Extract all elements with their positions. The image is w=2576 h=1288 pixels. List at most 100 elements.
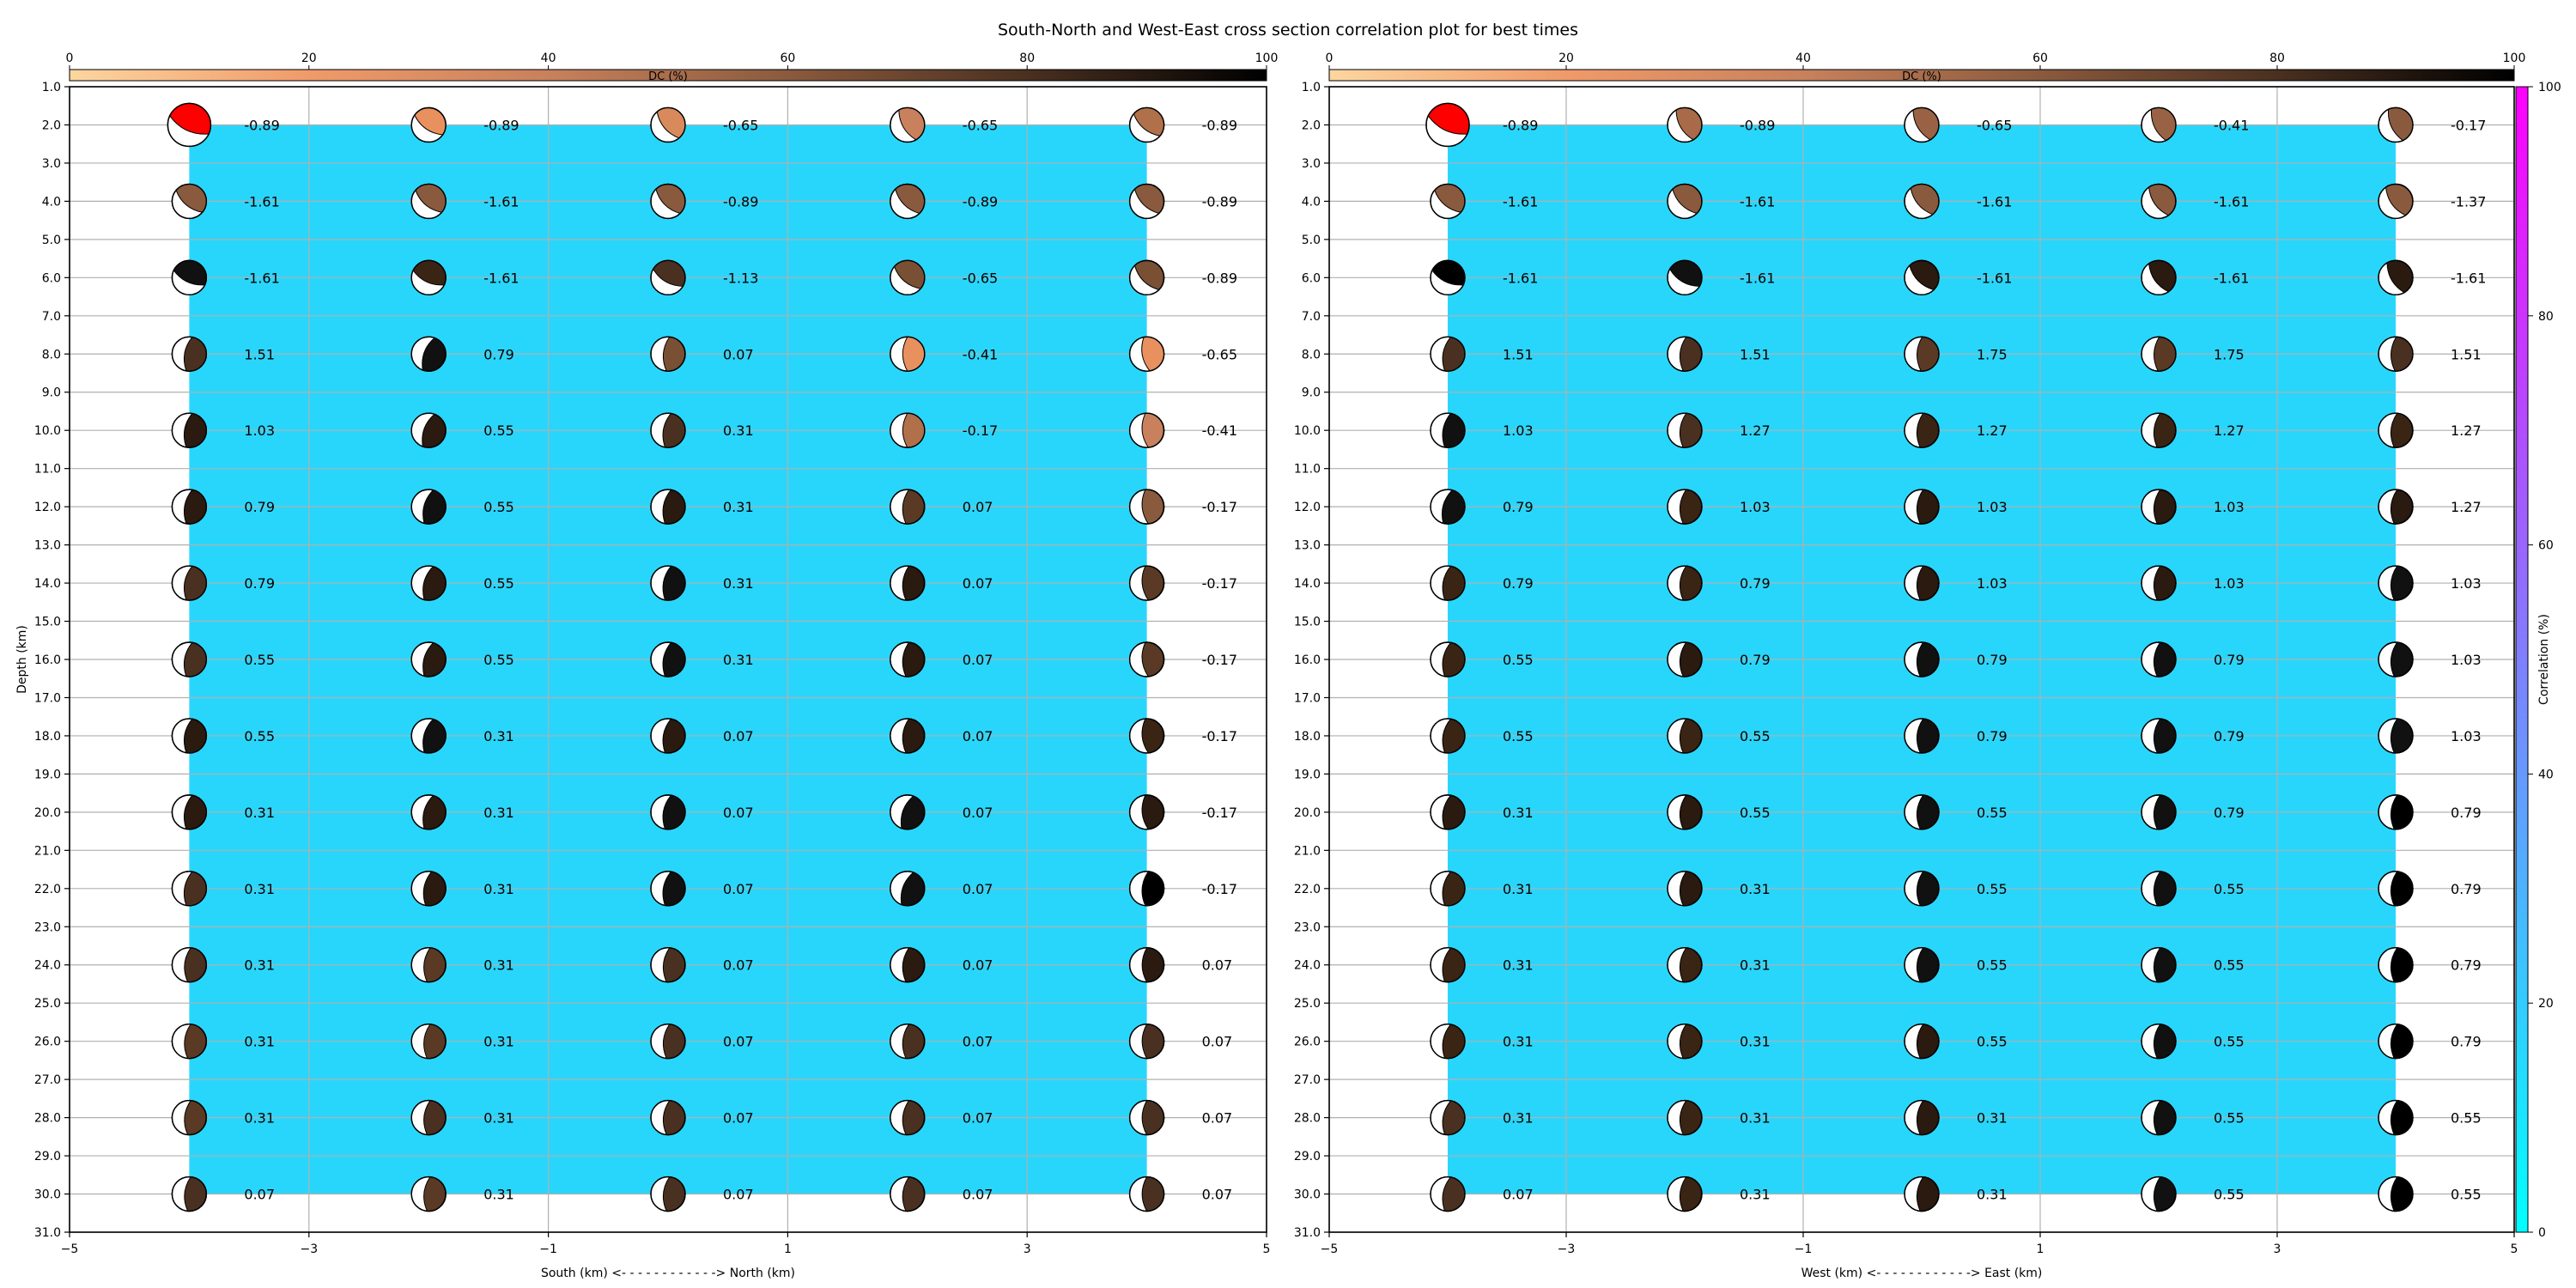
beachball-mechanism — [1904, 565, 1940, 601]
beachball-mechanism — [1904, 259, 1940, 296]
value-label: 0.79 — [2451, 805, 2482, 821]
beachball-rim — [890, 489, 926, 525]
value-label: 1.51 — [2451, 346, 2482, 362]
beachball-mechanism — [1128, 183, 1165, 220]
value-label: -0.65 — [1202, 346, 1237, 362]
value-label: 1.03 — [2451, 575, 2482, 592]
y-tick-label: 26.0 — [1294, 1036, 1321, 1049]
beachball-mechanism — [410, 259, 447, 296]
value-label: -1.61 — [1977, 193, 2012, 210]
beachball-rim — [2141, 1099, 2177, 1136]
beachball-rim — [650, 336, 686, 372]
value-label: -0.89 — [1503, 117, 1538, 133]
beachball-mechanism — [2141, 1023, 2177, 1060]
beachball-rim — [1904, 489, 1940, 525]
value-label: 0.31 — [723, 652, 754, 668]
value-label: 0.07 — [723, 1034, 754, 1050]
beachball-mechanism — [171, 565, 208, 601]
value-label: 0.55 — [2214, 1187, 2245, 1203]
y-tick-label: 13.0 — [34, 539, 61, 553]
value-label: 1.03 — [2451, 652, 2482, 668]
value-label: -0.89 — [483, 117, 519, 133]
dc-colorbar-1: 0 20 40 60 80 100 DC (%) — [66, 52, 1279, 83]
beachball-mechanism — [2141, 489, 2177, 525]
value-label: 0.79 — [1977, 652, 2008, 668]
value-label: 0.55 — [1977, 881, 2008, 897]
x-tick-label: −1 — [539, 1242, 557, 1256]
beachball-mechanism — [2378, 947, 2414, 983]
value-label: -0.65 — [963, 117, 998, 133]
beachball-mechanism — [2378, 641, 2414, 677]
beachball-mechanism — [890, 412, 926, 448]
value-label: 0.31 — [483, 881, 514, 897]
y-tick-label: 12.0 — [34, 501, 61, 514]
beachball-rim — [1430, 718, 1466, 754]
beachball-mechanism — [171, 794, 208, 830]
beachball-rim — [890, 106, 926, 143]
value-label: 0.55 — [2214, 1110, 2245, 1127]
value-label: 0.55 — [244, 728, 275, 744]
beachball-rim — [2378, 259, 2414, 296]
beachball-mechanism — [2141, 412, 2177, 448]
beachball-mechanism — [890, 565, 926, 601]
beachball-mechanism — [1128, 1176, 1165, 1212]
value-label: 0.79 — [2214, 652, 2245, 668]
value-label: 0.31 — [483, 728, 514, 744]
value-label: 0.79 — [2451, 957, 2482, 974]
value-label: 0.31 — [244, 1034, 275, 1050]
beachball-rim — [171, 1023, 208, 1060]
beachball-rim — [890, 947, 926, 983]
value-label: 0.07 — [963, 805, 993, 821]
value-label: 1.03 — [1977, 499, 2008, 515]
beachball-mechanism — [1904, 1176, 1940, 1212]
value-label: -1.61 — [483, 193, 519, 210]
beachball-rim — [1667, 1023, 1703, 1060]
value-label: 0.31 — [244, 881, 275, 897]
value-label: -1.61 — [2451, 270, 2486, 286]
beachball-mechanism — [171, 871, 208, 907]
beachball-mechanism — [1128, 336, 1165, 372]
value-label: 0.55 — [483, 652, 514, 668]
y-tick-label: 6.0 — [1302, 271, 1321, 285]
beachball-rim — [1128, 183, 1165, 220]
y-tick-label: 15.0 — [1294, 616, 1321, 629]
beachball-rim — [1667, 641, 1703, 677]
beachball-mechanism — [1128, 718, 1165, 754]
beachball-quadrant — [1141, 1176, 1165, 1212]
value-label: 0.31 — [483, 1187, 514, 1203]
beachball-rim — [2378, 183, 2414, 220]
dc-colorbar-fill — [69, 69, 1267, 82]
beachball-mechanism — [2141, 259, 2177, 296]
value-label: 1.51 — [1740, 346, 1771, 362]
beachball-mechanism — [650, 1176, 686, 1212]
beachball-quadrant — [2390, 871, 2414, 907]
y-tick-label: 19.0 — [34, 768, 61, 781]
beachball-mechanism — [650, 412, 686, 448]
beachball-rim — [1128, 1176, 1165, 1212]
beachball-rim — [171, 412, 208, 448]
x-tick-label: 1 — [784, 1242, 792, 1256]
beachball-rim — [171, 718, 208, 754]
beachball-rim — [1667, 565, 1703, 601]
beachball-quadrant — [1141, 1100, 1165, 1136]
beachball-rim — [1430, 871, 1466, 907]
beachball-mechanism — [410, 1023, 447, 1060]
beachball-rim — [890, 1023, 926, 1060]
chart-panel-1: -0.89 -0.89 -0.65 -0.65 -0.89 -1.61 -1.61 -0.89… — [15, 81, 1270, 1280]
beachball-quadrant — [1141, 641, 1164, 677]
beachball-rim — [1667, 412, 1703, 448]
beachball-mechanism — [890, 106, 926, 143]
beachball-rim — [171, 641, 208, 677]
value-label: 0.31 — [1503, 881, 1534, 897]
beachball-rim — [2378, 565, 2414, 601]
value-label: 0.79 — [1740, 575, 1771, 592]
beachball-rim — [2378, 794, 2414, 830]
value-label: 0.31 — [723, 575, 754, 592]
dc-colorbar-tick-label: 20 — [1558, 52, 1574, 65]
beachball-rim — [650, 565, 686, 601]
beachball-mechanism — [410, 183, 447, 220]
beachball-mechanism — [1667, 794, 1703, 830]
beachball-rim — [2141, 106, 2177, 143]
beachball-mechanism — [171, 1023, 208, 1060]
beachball-quadrant — [1141, 565, 1164, 601]
